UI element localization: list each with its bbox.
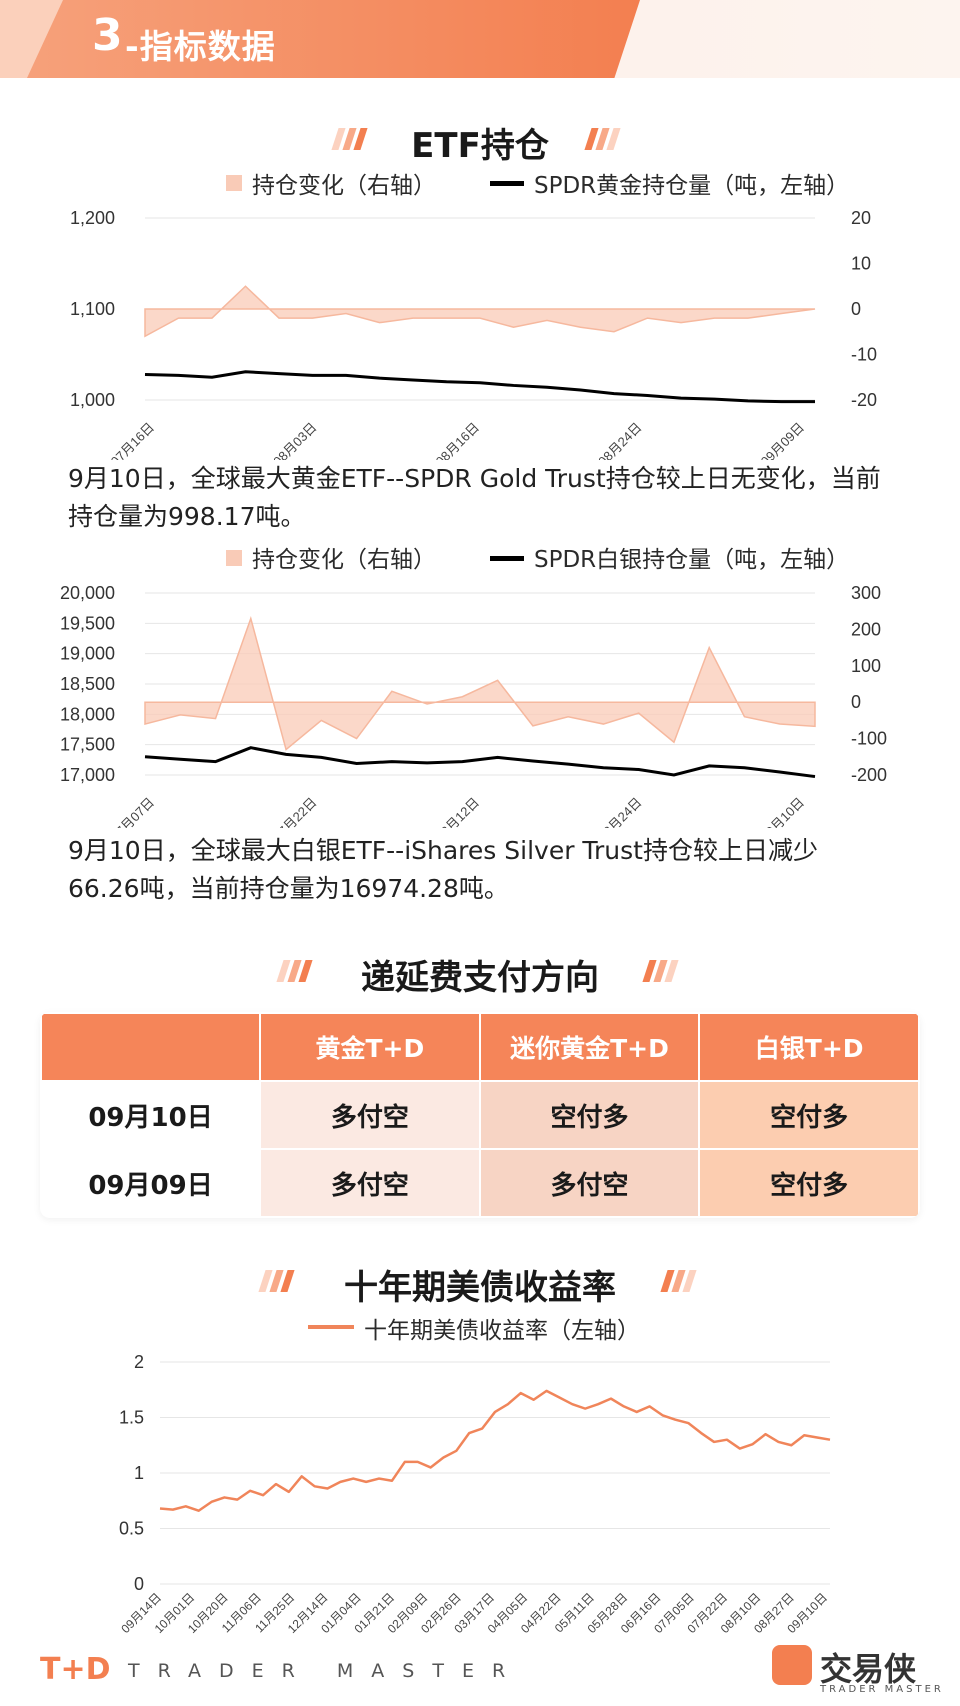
gold-caption: 9月10日，全球最大黄金ETF--SPDR Gold Trust持仓较上日无变化… (68, 464, 881, 531)
right-axis-tick-label: 200 (851, 619, 881, 639)
title-deco-right (660, 1270, 697, 1292)
gold-legend-line: SPDR黄金持仓量（吨，左轴） (534, 173, 850, 199)
table-cell: 空付多 (480, 1082, 699, 1148)
brand-sub: TRADER MASTER (820, 1684, 944, 1695)
treasury-chart: 21.510.50 09月14日10月01日10月20日11月06日11月25日… (118, 1352, 831, 1636)
gold-chart: 1,200 1,100 1,000 20 10 0 -10 -20 07月16日 08月03日… (70, 208, 877, 460)
x-axis-tick-label: 09月09日 (758, 420, 807, 460)
right-axis-tick-label: 300 (851, 583, 881, 603)
treasury-legend: 十年期美债收益率（左轴） (364, 1318, 640, 1344)
treasury-yield-line (159, 1389, 831, 1512)
right-axis-tick-label: -200 (851, 765, 887, 785)
x-axis-tick-label: 08月16日 (433, 420, 482, 460)
right-axis-tick-label: 10 (851, 254, 871, 274)
table-cell: 多付空 (480, 1150, 699, 1216)
table-cell: 多付空 (261, 1082, 479, 1148)
x-axis-tick-label: 08月12日 (433, 795, 482, 828)
x-axis-tick-label: 08月24日 (595, 420, 644, 460)
section-number: 3 (92, 10, 123, 61)
table-header-cell: 白银T+D (700, 1014, 918, 1080)
silver-chart: 20,000 19,500 19,000 18,500 18,000 17,500 17,0… (60, 583, 887, 828)
left-axis-tick-label: 1,000 (70, 390, 115, 410)
header-tab (0, 0, 640, 78)
y-axis-tick-label: 0 (134, 1574, 144, 1594)
right-axis-tick-label: -100 (851, 729, 887, 749)
legend-line-swatch-silver (490, 556, 524, 561)
brand-name: 交易侠 (820, 1650, 917, 1688)
right-axis-tick-label: -10 (851, 345, 877, 365)
y-axis-tick-label: 1.5 (119, 1408, 144, 1428)
x-axis-tick-label: 09月10日 (758, 795, 807, 828)
left-axis-tick-label: 19,000 (60, 644, 115, 664)
y-axis-tick-label: 2 (134, 1352, 144, 1372)
table-header-cell (42, 1014, 260, 1080)
gold-legend-area: 持仓变化（右轴） (252, 173, 436, 199)
y-axis-tick-label: 0.5 (119, 1519, 144, 1539)
left-axis-tick-label: 17,000 (60, 765, 115, 785)
table-header-cell: 迷你黄金T+D (480, 1014, 699, 1080)
rolling-table: 黄金T+D 迷你黄金T+D 白银T+D 09月10日 多付空 空付多 空付多 0… (40, 1012, 920, 1218)
left-axis-tick-label: 18,000 (60, 704, 115, 724)
left-axis-tick-label: 19,500 (60, 613, 115, 633)
table-cell: 空付多 (700, 1082, 918, 1148)
brand-logo-icon (772, 1645, 812, 1685)
title-deco-right (642, 960, 679, 982)
table-header-row: 黄金T+D 迷你黄金T+D 白银T+D (42, 1014, 918, 1080)
silver-legend-line: SPDR白银持仓量（吨，左轴） (534, 547, 850, 573)
right-axis-tick-label: -20 (851, 390, 877, 410)
etf-section-title: ETF持仓 (411, 126, 549, 166)
right-axis-tick-label: 20 (851, 208, 871, 228)
left-axis-tick-label: 1,200 (70, 208, 115, 228)
left-axis-tick-label: 20,000 (60, 583, 115, 603)
title-deco-right (584, 128, 621, 150)
y-axis-tick-label: 1 (134, 1463, 144, 1483)
table-cell: 空付多 (700, 1150, 918, 1216)
td-logo: T+D (40, 1652, 111, 1687)
x-axis-tick-label: 08月03日 (270, 420, 319, 460)
holding-change-area (144, 285, 816, 338)
left-axis-tick-label: 17,500 (60, 735, 115, 755)
treasury-section-title: 十年期美债收益率 (344, 1268, 616, 1308)
right-axis-tick-label: 0 (851, 299, 861, 319)
left-axis-tick-label: 18,500 (60, 674, 115, 694)
table-cell-date: 09月09日 (42, 1150, 260, 1216)
rolling-section-title: 递延费支付方向 (361, 958, 599, 998)
silver-caption: 9月10日，全球最大白银ETF--iShares Silver Trust持仓较… (68, 836, 818, 903)
holding-line (144, 746, 816, 779)
table-header-cell: 黄金T+D (261, 1014, 479, 1080)
legend-line-swatch (490, 181, 524, 186)
table-row: 09月10日 多付空 空付多 空付多 (42, 1082, 918, 1148)
table-row: 09月09日 多付空 多付空 空付多 (42, 1150, 918, 1216)
x-axis-tick-label: 07月22日 (270, 795, 319, 828)
holding-line (144, 370, 816, 404)
legend-area-swatch-silver (226, 550, 242, 566)
footer-tagline: TRADER MASTER (128, 1660, 524, 1682)
table-cell: 多付空 (261, 1150, 479, 1216)
silver-legend-area: 持仓变化（右轴） (252, 547, 436, 573)
table-cell-date: 09月10日 (42, 1082, 260, 1148)
left-axis-tick-label: 1,100 (70, 299, 115, 319)
section-heading: -指标数据 (125, 27, 276, 66)
right-axis-tick-label: 100 (851, 656, 881, 676)
treasury-legend-swatch (308, 1325, 354, 1329)
x-axis-tick-label: 07月16日 (108, 420, 157, 460)
legend-area-swatch (226, 175, 242, 191)
x-axis-tick-label: 08月24日 (595, 795, 644, 828)
right-axis-tick-label: 0 (851, 692, 861, 712)
x-axis-tick-label: 07月07日 (108, 795, 157, 828)
